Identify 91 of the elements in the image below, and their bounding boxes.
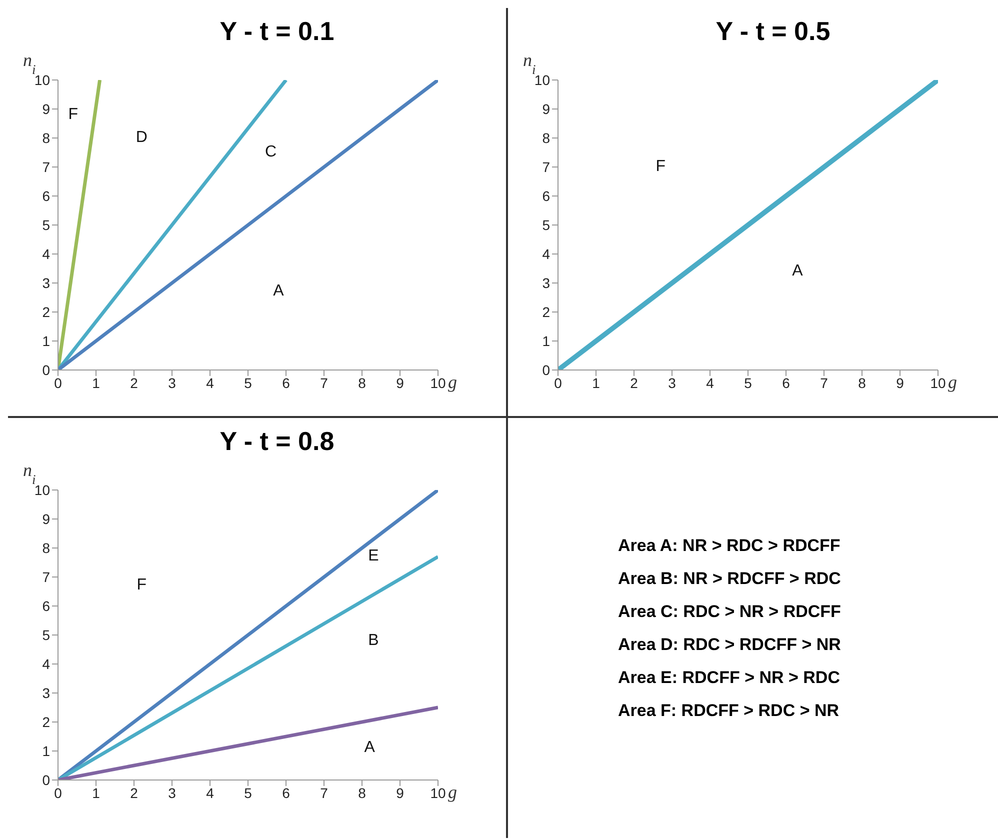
x-tick-label: 4 bbox=[206, 374, 214, 391]
x-tick-label: 3 bbox=[668, 374, 676, 391]
x-tick-label: 9 bbox=[396, 374, 404, 391]
y-tick-label: 10 bbox=[534, 72, 550, 88]
y-tick-label: 9 bbox=[42, 510, 50, 527]
y-tick-label: 0 bbox=[542, 362, 550, 378]
text: Area D: RDC > RDCFF > NR bbox=[618, 635, 842, 655]
y-tick-label: 8 bbox=[542, 130, 550, 146]
x-tick-label: 2 bbox=[130, 374, 138, 391]
x-tick-label: 9 bbox=[896, 374, 904, 391]
y-tick-label: 3 bbox=[42, 274, 50, 291]
y-tick-label: 1 bbox=[42, 332, 50, 349]
x-tick-label: 6 bbox=[782, 374, 790, 391]
y-tick-label: 5 bbox=[42, 216, 50, 233]
y-tick-label: 5 bbox=[42, 626, 50, 643]
y-tick-label: 4 bbox=[42, 656, 50, 672]
text: Area C: RDC > NR > RDCFF bbox=[618, 602, 842, 622]
annotation: F bbox=[136, 576, 147, 594]
y-tick-label: 5 bbox=[542, 216, 550, 233]
x-tick-label: 1 bbox=[92, 374, 100, 391]
x-tick-label: 5 bbox=[744, 374, 752, 391]
y-tick-label: 1 bbox=[42, 742, 50, 759]
x-tick-label: 4 bbox=[206, 784, 214, 801]
y-tick-label: 10 bbox=[34, 482, 50, 498]
y-tick-label: 0 bbox=[42, 772, 50, 788]
annotation: A bbox=[364, 739, 376, 756]
text: Area F: RDCFF > RDC > NR bbox=[618, 701, 840, 721]
y-tick-label: 6 bbox=[42, 598, 50, 614]
annotation: F bbox=[656, 158, 666, 176]
y-tick-label: 10 bbox=[34, 72, 50, 88]
y-tick-label: 7 bbox=[42, 158, 50, 175]
x-tick-label: 3 bbox=[168, 784, 176, 801]
text: Area A: NR > RDC > RDCFF bbox=[618, 536, 842, 556]
y-axis-title: n$_{i}$ bbox=[523, 50, 536, 76]
x-tick-label: 10 bbox=[430, 374, 446, 391]
x-tick-label: 7 bbox=[320, 784, 328, 801]
x-tick-label: 7 bbox=[820, 374, 828, 391]
x-tick-label: 10 bbox=[930, 374, 946, 391]
x-tick-label: 0 bbox=[54, 374, 62, 391]
x-tick-label: 8 bbox=[858, 374, 866, 391]
y-tick-label: 2 bbox=[542, 304, 550, 320]
y-tick-label: 7 bbox=[542, 158, 550, 175]
y-axis-title: n$_{i}$ bbox=[23, 460, 36, 486]
x-tick-label: 2 bbox=[130, 784, 138, 801]
annotation: A bbox=[792, 262, 804, 280]
x-tick-label: 1 bbox=[592, 374, 600, 391]
chart-title: Y - t = 0.5 bbox=[714, 16, 832, 48]
y-tick-label: 8 bbox=[42, 130, 50, 146]
annotation: F bbox=[68, 106, 78, 124]
annotation: A bbox=[273, 282, 284, 300]
chart-title: Y - t = 0.1 bbox=[218, 16, 336, 48]
y-tick-label: 2 bbox=[42, 304, 50, 320]
annotation: D bbox=[136, 129, 148, 146]
y-tick-label: 9 bbox=[542, 100, 550, 117]
y-tick-label: 1 bbox=[542, 332, 550, 349]
y-tick-label: 3 bbox=[542, 274, 550, 291]
x-axis-title: g bbox=[948, 372, 957, 392]
x-tick-label: 10 bbox=[430, 784, 446, 801]
x-tick-label: 0 bbox=[554, 374, 562, 391]
text: Area E: RDCFF > NR > RDC bbox=[618, 668, 841, 688]
x-tick-label: 1 bbox=[92, 784, 100, 801]
y-axis-title: n$_{i}$ bbox=[23, 50, 36, 76]
x-tick-label: 2 bbox=[630, 374, 638, 391]
chart-title: Y - t = 0.8 bbox=[218, 426, 336, 458]
x-tick-label: 5 bbox=[244, 784, 252, 801]
text: Area B: NR > RDCFF > RDC bbox=[618, 569, 842, 589]
y-tick-label: 2 bbox=[42, 714, 50, 730]
y-tick-label: 4 bbox=[542, 246, 550, 262]
y-tick-label: 9 bbox=[42, 100, 50, 117]
annotation: E bbox=[368, 548, 379, 565]
x-tick-label: 9 bbox=[396, 784, 404, 801]
y-tick-label: 8 bbox=[42, 540, 50, 556]
y-tick-label: 6 bbox=[542, 188, 550, 204]
x-tick-label: 8 bbox=[358, 784, 366, 801]
y-tick-label: 7 bbox=[42, 568, 50, 585]
y-tick-label: 3 bbox=[42, 684, 50, 701]
x-tick-label: 0 bbox=[54, 784, 62, 801]
x-tick-label: 6 bbox=[282, 374, 290, 391]
x-tick-label: 8 bbox=[358, 374, 366, 391]
x-tick-label: 3 bbox=[168, 374, 176, 391]
x-tick-label: 6 bbox=[282, 784, 290, 801]
x-axis-title: g bbox=[448, 782, 457, 802]
annotation: C bbox=[265, 144, 277, 161]
y-tick-label: 0 bbox=[42, 362, 50, 378]
annotation: B bbox=[368, 632, 379, 650]
x-tick-label: 4 bbox=[706, 374, 714, 391]
y-tick-label: 6 bbox=[42, 188, 50, 204]
x-tick-label: 5 bbox=[244, 374, 252, 391]
x-axis-title: g bbox=[448, 372, 457, 392]
x-tick-label: 7 bbox=[320, 374, 328, 391]
y-tick-label: 4 bbox=[42, 246, 50, 262]
